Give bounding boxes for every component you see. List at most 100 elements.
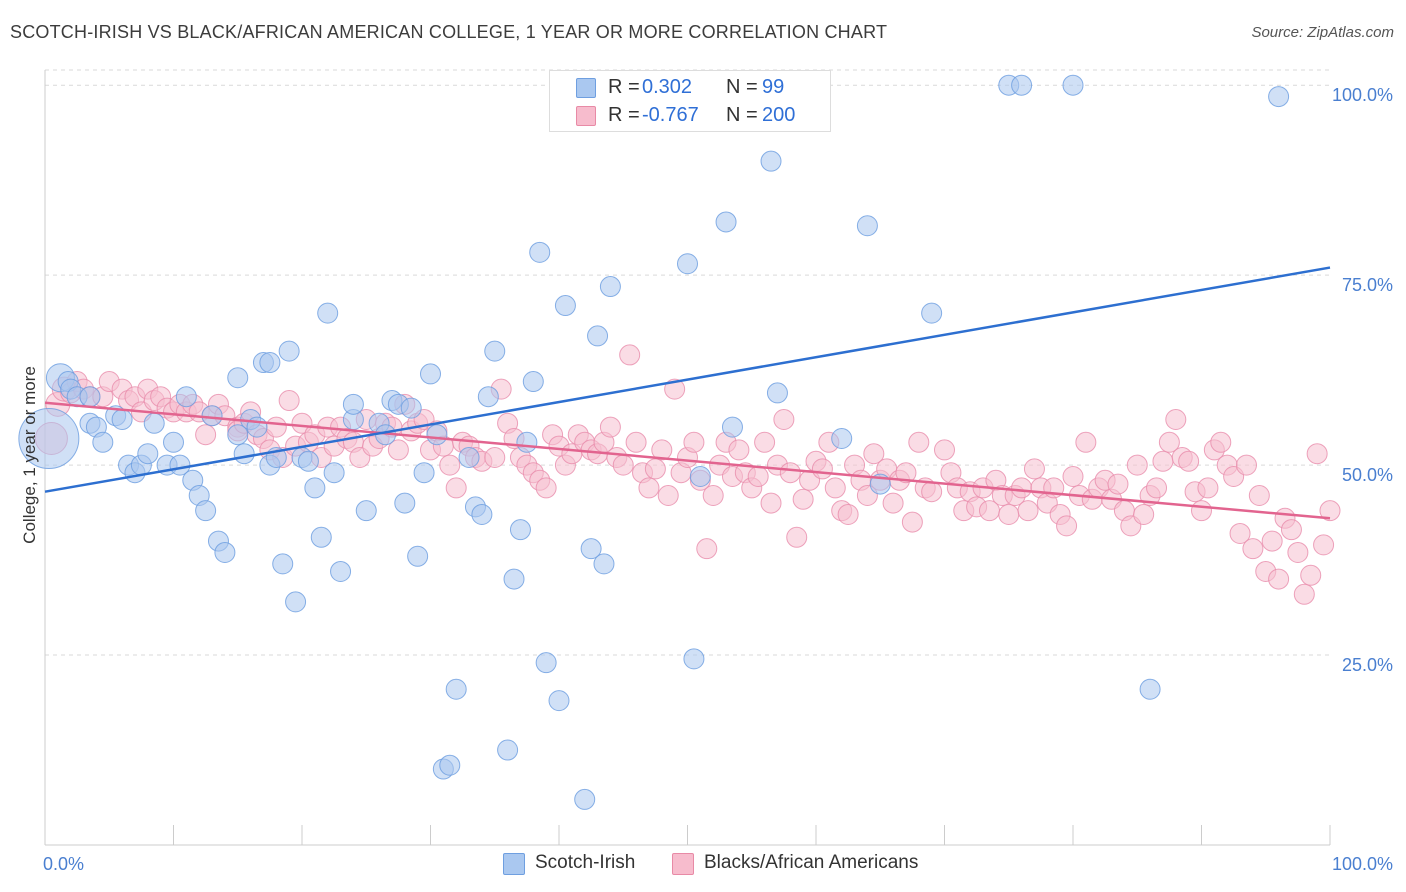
data-point: [1158, 431, 1180, 453]
data-point: [278, 340, 300, 362]
data-point: [1126, 454, 1148, 476]
data-point: [509, 519, 531, 541]
data-point: [79, 386, 101, 408]
data-point: [317, 302, 339, 324]
data-point: [387, 439, 409, 461]
data-point: [297, 450, 319, 472]
data-point: [342, 393, 364, 415]
data-point: [811, 458, 833, 480]
data-point: [503, 568, 525, 590]
data-point: [522, 371, 544, 393]
scotch-irish-points: [18, 74, 1290, 810]
bottom-legend-swatch-black-african-american: [672, 853, 694, 875]
data-point: [413, 462, 435, 484]
data-point: [721, 416, 743, 438]
chart-title: SCOTCH-IRISH VS BLACK/AFRICAN AMERICAN C…: [10, 22, 888, 42]
data-point: [227, 424, 249, 446]
data-point: [657, 484, 679, 506]
data-point: [619, 344, 641, 366]
data-point: [1139, 678, 1161, 700]
bottom-legend-label: Scotch-Irish: [535, 852, 636, 873]
data-point: [18, 408, 80, 470]
correlation-legend: R = 0.302 N = 99 R = -0.767 N = 200: [549, 70, 831, 132]
data-point: [786, 526, 808, 548]
data-point: [792, 488, 814, 510]
data-point: [1197, 477, 1219, 499]
legend-n-label: N =: [726, 76, 758, 98]
tick-labels: 25.0% 50.0% 75.0% 100.0% 0.0% 100.0%: [43, 85, 1393, 874]
data-point: [1235, 454, 1257, 476]
data-point: [1242, 538, 1264, 560]
y-tick-label: 50.0%: [1342, 465, 1393, 485]
data-point: [420, 363, 441, 385]
data-point: [92, 431, 114, 453]
data-point: [163, 431, 184, 453]
data-point: [612, 454, 634, 476]
data-point: [1075, 431, 1097, 453]
data-point: [1023, 458, 1045, 480]
data-point: [137, 443, 159, 465]
data-point: [587, 325, 609, 347]
y-axis-title: College, 1 year or more: [20, 366, 39, 544]
data-point: [837, 503, 859, 525]
legend-n-value: 99: [762, 76, 785, 98]
data-point: [426, 424, 448, 446]
data-point: [285, 591, 307, 613]
data-point: [599, 416, 621, 438]
data-point: [445, 678, 467, 700]
data-point: [400, 397, 422, 419]
data-point: [683, 648, 705, 670]
trend-lines: [44, 266, 1331, 520]
data-point: [998, 503, 1020, 525]
data-point: [310, 526, 332, 548]
data-point: [1210, 431, 1232, 453]
data-point: [201, 405, 223, 427]
data-point: [477, 386, 499, 408]
legend-r-value: 0.302: [642, 76, 693, 98]
x-tick-label: 100.0%: [1332, 854, 1393, 874]
data-point: [901, 511, 923, 533]
data-point: [355, 500, 377, 522]
legend-r-label: R =: [608, 76, 640, 98]
data-point: [638, 477, 660, 499]
data-point: [497, 739, 519, 761]
data-point: [195, 424, 217, 446]
bottom-legend-label: Blacks/African Americans: [704, 852, 919, 873]
data-point: [1306, 443, 1328, 465]
data-point: [445, 477, 467, 499]
data-point: [214, 541, 236, 563]
data-point: [1011, 477, 1033, 499]
data-point: [702, 484, 724, 506]
data-point: [195, 500, 217, 522]
data-point: [458, 447, 480, 468]
data-point: [1056, 515, 1078, 537]
data-point: [882, 492, 904, 514]
data-point: [272, 553, 294, 575]
data-point: [548, 690, 570, 712]
data-point: [689, 465, 711, 487]
legend-r-value: -0.767: [642, 104, 699, 126]
data-point: [529, 241, 551, 263]
data-point: [908, 431, 930, 453]
data-point: [580, 538, 602, 560]
data-point: [516, 431, 538, 453]
data-point: [484, 447, 506, 468]
data-point: [1133, 503, 1155, 525]
legend-swatch-black-african-american: [576, 106, 596, 126]
legend-n-value: 200: [762, 104, 796, 126]
data-point: [233, 443, 255, 465]
data-point: [766, 382, 788, 404]
source-label: Source: ZipAtlas.com: [1251, 24, 1394, 41]
data-point: [265, 416, 287, 438]
y-tick-label: 25.0%: [1342, 655, 1393, 675]
legend-row-black-african-american: R = -0.767 N = 200: [550, 102, 830, 128]
data-point: [921, 481, 943, 503]
blue-trend-line: [44, 266, 1331, 493]
data-point: [1261, 530, 1283, 552]
data-point: [856, 215, 878, 237]
data-point: [593, 553, 615, 575]
data-point: [895, 462, 917, 484]
data-point: [439, 754, 461, 776]
data-point: [554, 295, 576, 317]
data-point: [754, 431, 776, 453]
